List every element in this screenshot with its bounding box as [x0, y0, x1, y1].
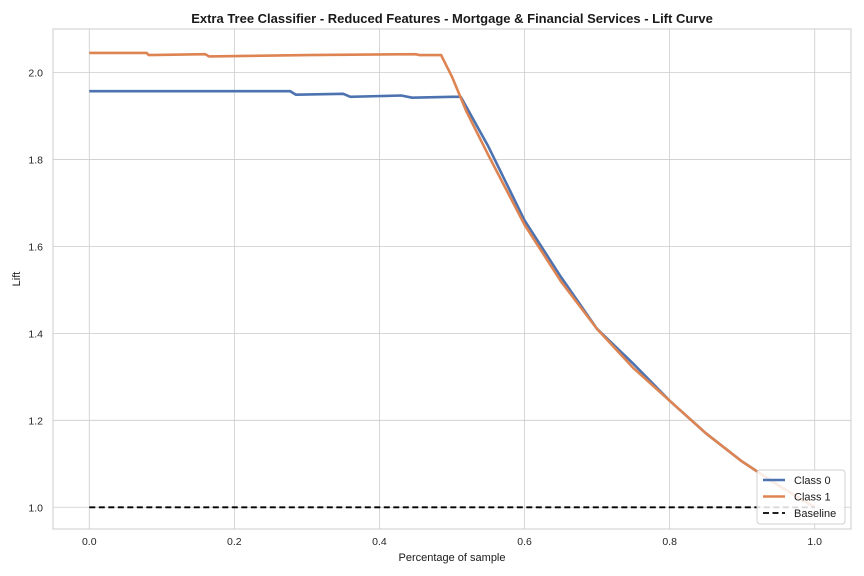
y-tick-label: 1.0 [28, 502, 43, 514]
tick-labels: 0.0 0.2 0.4 0.6 0.8 1.0 1.0 1.2 1.4 1.6 1.8 2.0 [28, 67, 822, 548]
series-line-class-1 [89, 51, 816, 509]
chart-title: Extra Tree Classifier - Reduced Features… [191, 11, 713, 26]
x-tick-label: 0.0 [82, 536, 97, 548]
legend-label: Class 1 [794, 492, 831, 504]
legend: Class 0 Class 1 Baseline [756, 469, 846, 525]
x-tick-label: 0.4 [372, 536, 387, 548]
plot-frame [52, 28, 852, 530]
legend-label: Baseline [794, 508, 836, 520]
y-tick-label: 1.8 [28, 154, 43, 166]
legend-label: Class 0 [794, 475, 831, 487]
x-tick-label: 0.6 [517, 536, 532, 548]
y-tick-label: 1.2 [28, 415, 43, 427]
y-axis-label: Lift [11, 272, 23, 287]
x-tick-label: 0.8 [662, 536, 677, 548]
y-tick-label: 1.4 [28, 328, 43, 340]
x-tick-label: 1.0 [807, 536, 822, 548]
series-line-class-0 [89, 89, 816, 509]
x-axis-label: Percentage of sample [398, 552, 505, 564]
y-tick-label: 2.0 [28, 67, 43, 79]
legend-box [756, 469, 846, 525]
x-tick-label: 0.2 [227, 536, 242, 548]
series-lines [89, 51, 816, 509]
y-tick-label: 1.6 [28, 241, 43, 253]
